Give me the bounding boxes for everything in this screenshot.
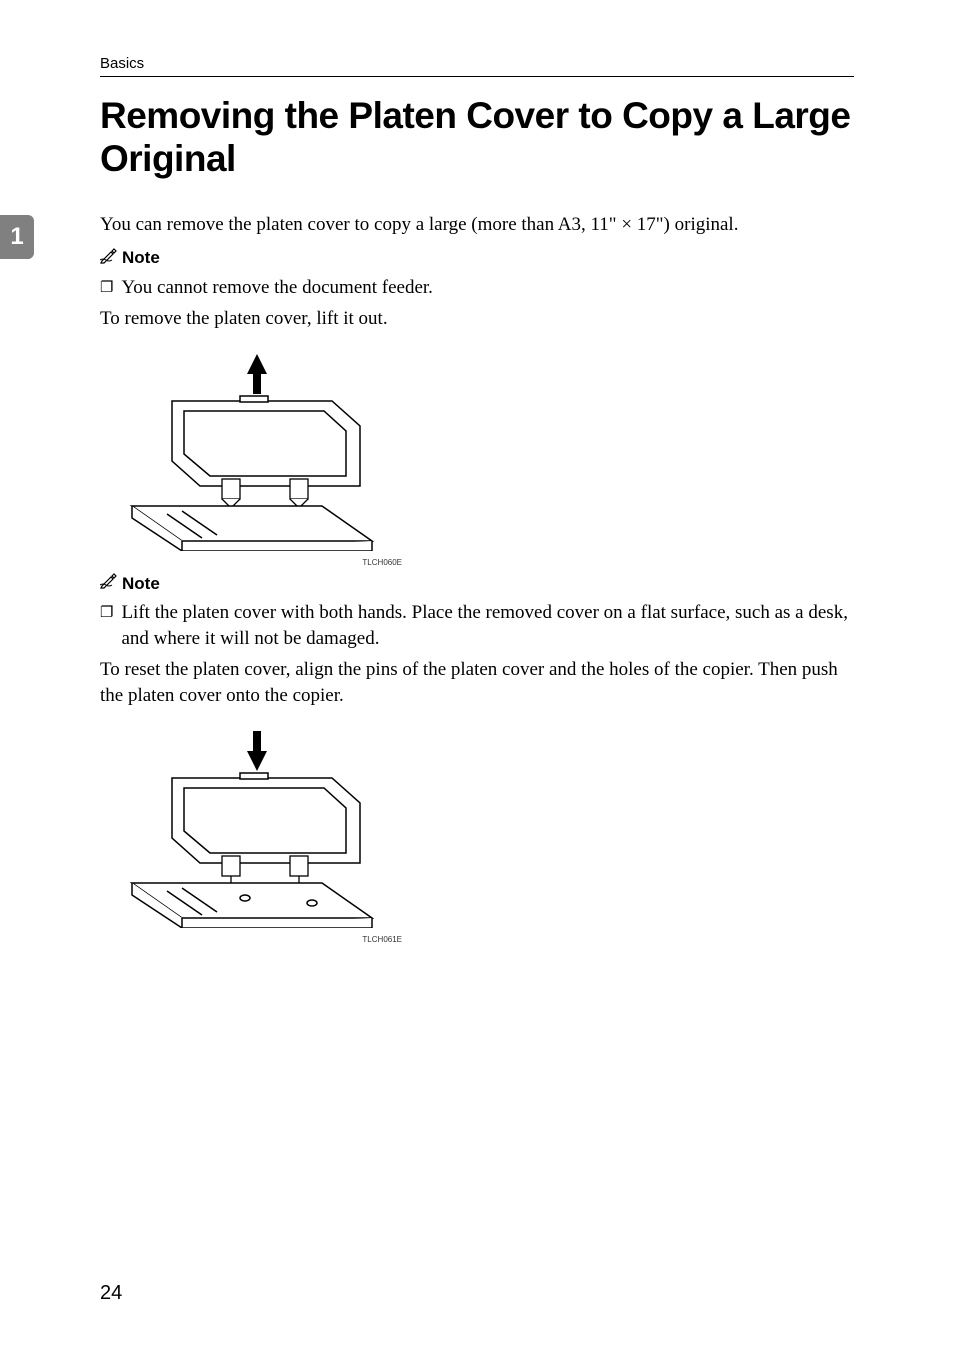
note-item-1: ❐ You cannot remove the document feeder. bbox=[100, 275, 854, 301]
platen-reset-diagram bbox=[112, 723, 402, 928]
illustration-1: TLCH060E bbox=[112, 346, 854, 567]
instruction-1: To remove the platen cover, lift it out. bbox=[100, 306, 854, 332]
pencil-icon bbox=[100, 248, 118, 269]
header-section-name: Basics bbox=[100, 55, 854, 72]
note-heading-2: Note bbox=[100, 573, 854, 594]
page-content: Basics Removing the Platen Cover to Copy… bbox=[0, 0, 954, 1352]
note-label-2: Note bbox=[122, 574, 160, 594]
page-header: Basics bbox=[100, 55, 854, 77]
pencil-icon bbox=[100, 573, 118, 594]
bullet-icon: ❐ bbox=[100, 278, 113, 301]
note-heading-1: Note bbox=[100, 248, 854, 269]
instruction-2: To reset the platen cover, align the pin… bbox=[100, 657, 854, 708]
note-label-1: Note bbox=[122, 248, 160, 268]
bullet-icon: ❐ bbox=[100, 603, 113, 651]
illustration-2: TLCH061E bbox=[112, 723, 854, 944]
illustration-caption-1: TLCH060E bbox=[112, 558, 402, 567]
intro-paragraph: You can remove the platen cover to copy … bbox=[100, 212, 854, 238]
illustration-caption-2: TLCH061E bbox=[112, 935, 402, 944]
platen-lift-diagram bbox=[112, 346, 402, 551]
page-title: Removing the Platen Cover to Copy a Larg… bbox=[100, 95, 854, 180]
page-number: 24 bbox=[100, 1282, 122, 1305]
note-item-2: ❐ Lift the platen cover with both hands.… bbox=[100, 600, 854, 651]
note-text-2: Lift the platen cover with both hands. P… bbox=[121, 600, 854, 651]
note-text-1: You cannot remove the document feeder. bbox=[121, 275, 854, 301]
